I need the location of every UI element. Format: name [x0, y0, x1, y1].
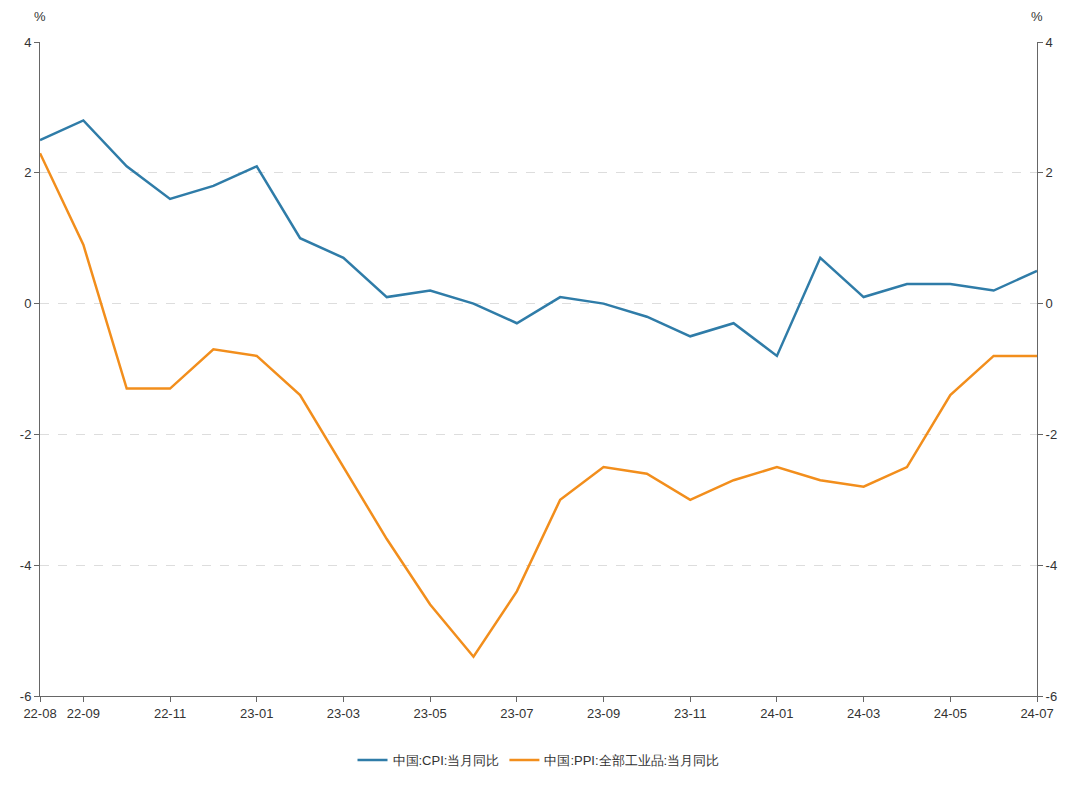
svg-text:4: 4 — [1046, 35, 1053, 50]
svg-text:%: % — [1031, 9, 1043, 24]
svg-text:23-07: 23-07 — [500, 706, 533, 721]
svg-text:-4: -4 — [1046, 558, 1058, 573]
svg-text:0: 0 — [1046, 296, 1053, 311]
svg-text:-4: -4 — [20, 558, 32, 573]
svg-text:23-03: 23-03 — [327, 706, 360, 721]
svg-text:23-09: 23-09 — [587, 706, 620, 721]
svg-text:24-01: 24-01 — [760, 706, 793, 721]
svg-text:中国:PPI:全部工业品:当月同比: 中国:PPI:全部工业品:当月同比 — [544, 753, 719, 768]
svg-text:-6: -6 — [20, 689, 32, 704]
svg-text:4: 4 — [24, 35, 31, 50]
svg-text:22-09: 22-09 — [67, 706, 100, 721]
svg-text:24-07: 24-07 — [1020, 706, 1053, 721]
svg-text:24-05: 24-05 — [934, 706, 967, 721]
svg-text:23-01: 23-01 — [240, 706, 273, 721]
svg-text:22-08: 22-08 — [23, 706, 56, 721]
svg-text:24-03: 24-03 — [847, 706, 880, 721]
svg-text:-2: -2 — [20, 427, 32, 442]
svg-text:%: % — [34, 9, 46, 24]
svg-text:-2: -2 — [1046, 427, 1058, 442]
svg-text:2: 2 — [1046, 165, 1053, 180]
svg-text:23-05: 23-05 — [414, 706, 447, 721]
svg-text:0: 0 — [24, 296, 31, 311]
svg-text:23-11: 23-11 — [674, 706, 706, 721]
svg-text:22-11: 22-11 — [154, 706, 186, 721]
svg-text:-6: -6 — [1046, 689, 1058, 704]
svg-text:中国:CPI:当月同比: 中国:CPI:当月同比 — [393, 753, 500, 768]
svg-text:2: 2 — [24, 165, 31, 180]
